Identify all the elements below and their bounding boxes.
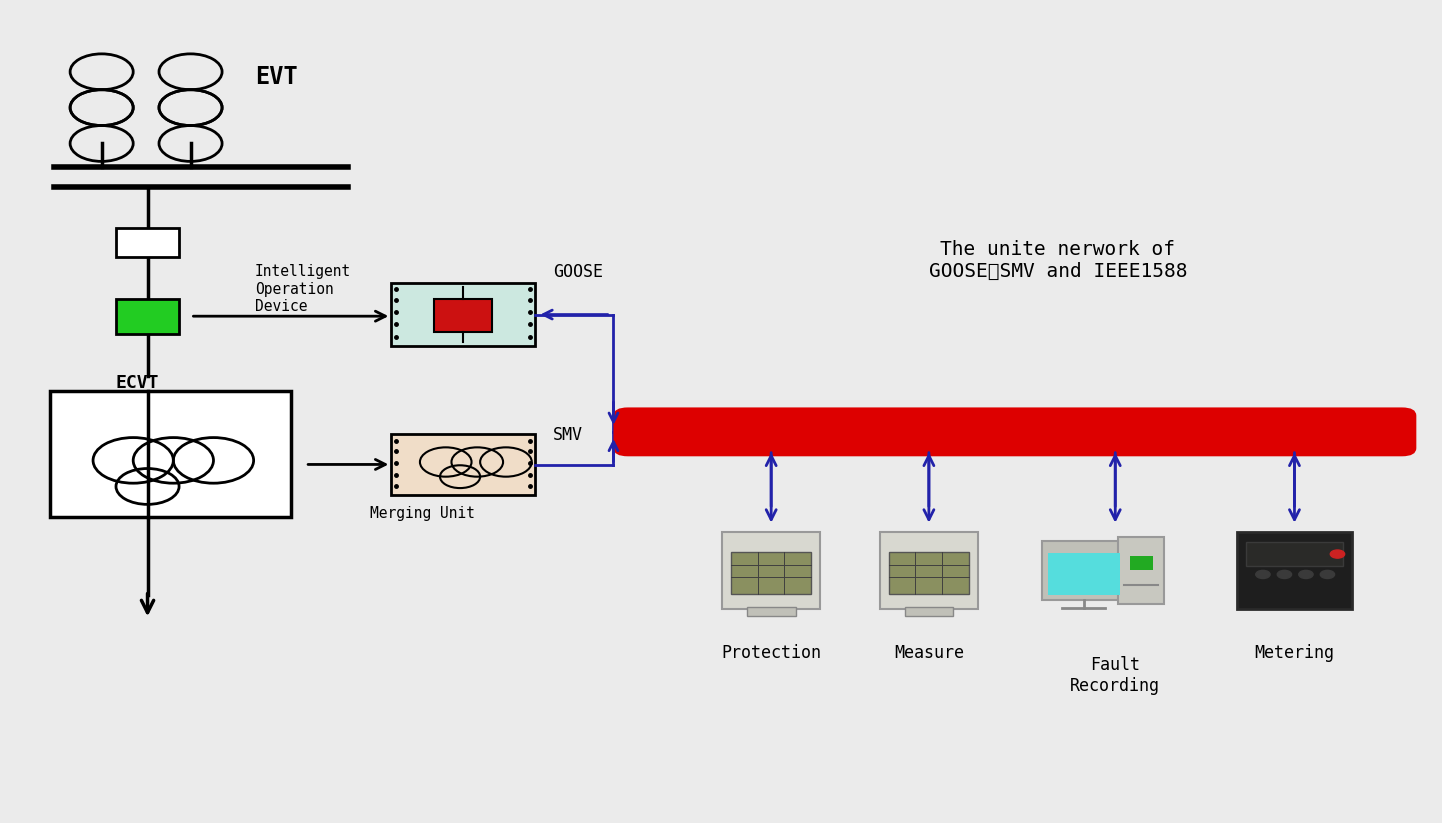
FancyBboxPatch shape xyxy=(1118,537,1164,604)
FancyBboxPatch shape xyxy=(1043,541,1125,600)
FancyBboxPatch shape xyxy=(391,283,535,346)
Circle shape xyxy=(1278,570,1292,579)
Text: SMV: SMV xyxy=(554,426,583,444)
FancyBboxPatch shape xyxy=(1129,556,1152,570)
Circle shape xyxy=(1256,570,1270,579)
Text: Intelligent
Operation
Device: Intelligent Operation Device xyxy=(255,264,352,314)
FancyBboxPatch shape xyxy=(1048,552,1119,595)
FancyBboxPatch shape xyxy=(613,407,1416,456)
Text: Merging Unit: Merging Unit xyxy=(369,506,474,521)
FancyBboxPatch shape xyxy=(115,228,179,257)
FancyBboxPatch shape xyxy=(888,552,969,594)
Text: GOOSE: GOOSE xyxy=(554,263,603,281)
Text: Measure: Measure xyxy=(894,644,963,662)
FancyBboxPatch shape xyxy=(1246,542,1343,566)
FancyBboxPatch shape xyxy=(50,391,291,518)
Text: Protection: Protection xyxy=(721,644,820,662)
FancyBboxPatch shape xyxy=(115,299,179,334)
FancyBboxPatch shape xyxy=(904,607,953,616)
Text: Metering: Metering xyxy=(1255,644,1334,662)
FancyBboxPatch shape xyxy=(880,532,978,609)
FancyBboxPatch shape xyxy=(1237,532,1351,609)
FancyBboxPatch shape xyxy=(747,607,796,616)
FancyBboxPatch shape xyxy=(731,552,812,594)
Circle shape xyxy=(1299,570,1314,579)
FancyBboxPatch shape xyxy=(722,532,820,609)
FancyBboxPatch shape xyxy=(434,299,492,332)
Text: ECVT: ECVT xyxy=(115,374,160,392)
Text: EVT: EVT xyxy=(255,66,298,90)
Text: The unite nerwork of
GOOSE、SMV and IEEE1588: The unite nerwork of GOOSE、SMV and IEEE1… xyxy=(929,240,1187,281)
FancyBboxPatch shape xyxy=(391,435,535,495)
Circle shape xyxy=(1321,570,1335,579)
Text: Fault
Recording: Fault Recording xyxy=(1070,656,1161,695)
Circle shape xyxy=(1331,550,1344,558)
